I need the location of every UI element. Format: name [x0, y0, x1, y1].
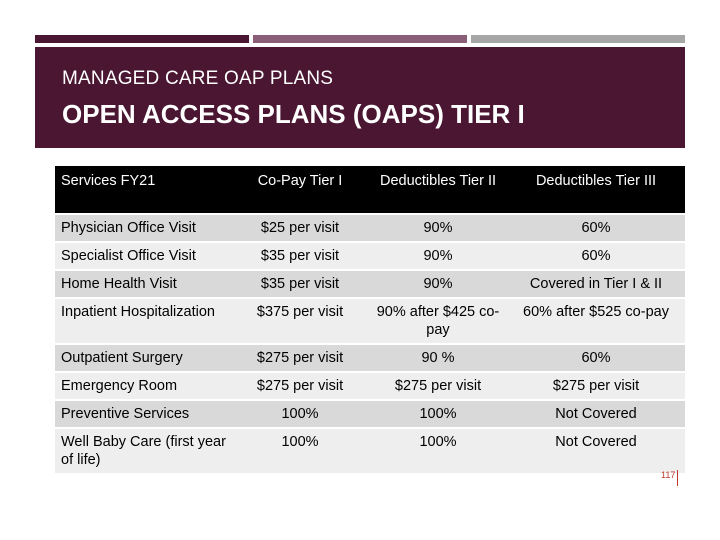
table-cell: 100% [231, 399, 369, 427]
table-cell: Preventive Services [55, 399, 231, 427]
page-number-rule [677, 470, 678, 486]
accent-bar-2 [253, 35, 467, 43]
table-cell: Home Health Visit [55, 269, 231, 297]
column-header: Deductibles Tier III [507, 166, 685, 213]
slide-subtitle: MANAGED CARE OAP PLANS [62, 68, 334, 89]
table-row: Home Health Visit $35 per visit 90% Cove… [55, 269, 685, 297]
table-cell: $275 per visit [369, 371, 507, 399]
table-cell: $375 per visit [231, 297, 369, 343]
table-cell: 60% [507, 343, 685, 371]
table-row: Outpatient Surgery $275 per visit 90 % 6… [55, 343, 685, 371]
table-cell: 100% [369, 427, 507, 473]
accent-bar-1 [35, 35, 249, 43]
table-cell: $35 per visit [231, 269, 369, 297]
table-cell: 100% [369, 399, 507, 427]
table-cell: Not Covered [507, 427, 685, 473]
table-cell: Not Covered [507, 399, 685, 427]
table-cell: 90% [369, 269, 507, 297]
table-cell: Emergency Room [55, 371, 231, 399]
table-row: Specialist Office Visit $35 per visit 90… [55, 241, 685, 269]
table-cell: Specialist Office Visit [55, 241, 231, 269]
table-cell: Covered in Tier I & II [507, 269, 685, 297]
table-cell: $25 per visit [231, 213, 369, 241]
table-cell: 60% after $525 co-pay [507, 297, 685, 343]
table-cell: 100% [231, 427, 369, 473]
table-cell: 60% [507, 213, 685, 241]
table-cell: Outpatient Surgery [55, 343, 231, 371]
table-row: Preventive Services 100% 100% Not Covere… [55, 399, 685, 427]
column-header: Services FY21 [55, 166, 231, 213]
column-header: Deductibles Tier II [369, 166, 507, 213]
plans-table: Services FY21 Co-Pay Tier I Deductibles … [55, 166, 685, 473]
table-cell: $275 per visit [231, 371, 369, 399]
slide-title: OPEN ACCESS PLANS (OAPS) TIER I [62, 99, 525, 129]
table-cell: 90% [369, 213, 507, 241]
slide-header: MANAGED CARE OAP PLANS OPEN ACCESS PLANS… [35, 47, 685, 148]
table-cell: Well Baby Care (first year of life) [55, 427, 231, 473]
table-cell: $275 per visit [231, 343, 369, 371]
table-cell: Physician Office Visit [55, 213, 231, 241]
table-row: Emergency Room $275 per visit $275 per v… [55, 371, 685, 399]
table-row: Inpatient Hospitalization $375 per visit… [55, 297, 685, 343]
table-row: Well Baby Care (first year of life) 100%… [55, 427, 685, 473]
column-header: Co-Pay Tier I [231, 166, 369, 213]
table-cell: $35 per visit [231, 241, 369, 269]
page-number: 117 [661, 470, 676, 480]
table-cell: 90 % [369, 343, 507, 371]
table-row: Physician Office Visit $25 per visit 90%… [55, 213, 685, 241]
table-cell: $275 per visit [507, 371, 685, 399]
table-header-row: Services FY21 Co-Pay Tier I Deductibles … [55, 166, 685, 213]
table-cell: 90% after $425 co-pay [369, 297, 507, 343]
table-cell: 90% [369, 241, 507, 269]
table-cell: Inpatient Hospitalization [55, 297, 231, 343]
accent-bar-3 [471, 35, 685, 43]
table-cell: 60% [507, 241, 685, 269]
